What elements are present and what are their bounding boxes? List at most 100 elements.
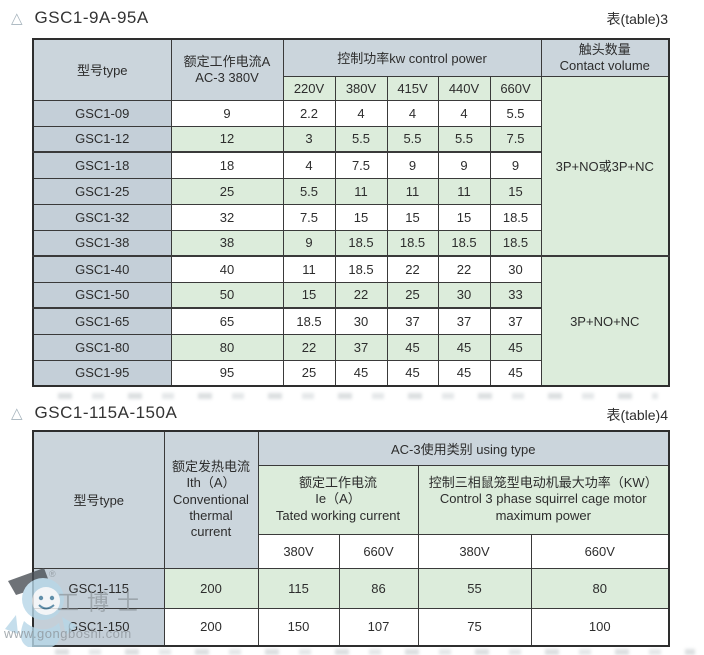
header-row-2: 额定工作电流 Ie（A） Tated working current 控制三相鼠… (33, 464, 670, 535)
value-cell: 5.5 (334, 125, 388, 153)
value-cell: 4 (334, 99, 388, 127)
section1-title: △ GSC1-9A-95A (11, 8, 149, 28)
value-cell: 45 (437, 359, 491, 387)
value-cell: 22 (282, 333, 336, 361)
value-cell: 15 (386, 203, 439, 231)
model-cell: GSC1-09 (32, 99, 172, 127)
table-row: GSC1-38 38 9 18.5 18.5 18.5 18.5 (32, 229, 669, 257)
value-cell: 11 (334, 177, 388, 205)
model-cell: GSC1-115 (32, 567, 165, 609)
value-cell: 100 (530, 607, 670, 647)
value-cell: 55 (417, 567, 532, 609)
value-cell: 4 (437, 99, 491, 127)
value-cell: 25 (282, 359, 336, 387)
thermal-current-header: 额定发热电流 Ith（A） Conventional thermal curre… (163, 430, 259, 569)
table-row: GSC1-12 12 3 5.5 5.5 5.5 7.5 (32, 125, 669, 153)
value-cell: 7.5 (489, 125, 542, 153)
section1-title-text: GSC1-9A-95A (34, 8, 149, 27)
value-cell: 50 (170, 281, 284, 309)
voltage-header: 440V (437, 75, 491, 101)
value-cell: 65 (170, 307, 284, 335)
voltage-header-row: 220V 380V 415V 440V 660V 3P+NO或3P+NC (33, 75, 670, 257)
value-cell: 115 (257, 567, 340, 609)
value-cell: 37 (437, 307, 491, 335)
model-cell: GSC1-65 (32, 307, 172, 335)
value-cell: 11 (386, 177, 439, 205)
value-cell: 30 (489, 255, 542, 283)
value-cell: 86 (338, 567, 419, 609)
voltage-header: 415V (386, 75, 439, 101)
value-cell: 45 (334, 359, 388, 387)
value-cell: 25 (170, 177, 284, 205)
value-cell: 45 (489, 333, 542, 361)
voltage-header-row: 380V 660V 380V 660V (33, 533, 670, 569)
rated-current-header: 额定工作电流A AC-3 380V (170, 38, 284, 101)
value-cell: 15 (489, 177, 542, 205)
value-cell: 18.5 (334, 255, 388, 283)
model-header: 型号type (32, 430, 165, 569)
value-cell: 45 (437, 333, 491, 361)
rated-working-current-header: 额定工作电流 Ie（A） Tated working current (257, 464, 419, 535)
value-cell: 107 (338, 607, 419, 647)
value-cell: 18 (170, 151, 284, 179)
model-cell: GSC1-40 (32, 255, 172, 283)
control-power-header: 控制功率kw control power (282, 38, 542, 77)
value-cell: 25 (386, 281, 439, 309)
section2-title-text: GSC1-115A-150A (34, 403, 178, 422)
value-cell: 37 (386, 307, 439, 335)
table4-label: 表(table)4 (606, 407, 668, 423)
spec-table-1: 型号type 额定工作电流A AC-3 380V 控制功率kw control … (32, 38, 671, 387)
value-cell: 80 (530, 567, 670, 609)
value-cell: 18.5 (282, 307, 336, 335)
value-cell: 45 (386, 359, 439, 387)
value-cell: 37 (334, 333, 388, 361)
value-cell: 30 (437, 281, 491, 309)
voltage-header: 220V (282, 75, 336, 101)
value-cell: 200 (163, 567, 259, 609)
value-cell: 18.5 (437, 229, 491, 257)
value-cell: 18.5 (334, 229, 388, 257)
value-cell: 2.2 (282, 99, 336, 127)
value-cell: 9 (170, 99, 284, 127)
value-cell: 18.5 (386, 229, 439, 257)
value-cell: 30 (334, 307, 388, 335)
model-cell: GSC1-38 (32, 229, 172, 257)
value-cell: 40 (170, 255, 284, 283)
value-cell: 11 (437, 177, 491, 205)
value-cell: 5.5 (437, 125, 491, 153)
ac3-using-type-header: AC-3使用类别 using type (257, 430, 670, 466)
value-cell: 15 (437, 203, 491, 231)
header-row-1: 型号type 额定发热电流 Ith（A） Conventional therma… (32, 430, 670, 569)
model-cell: GSC1-18 (32, 151, 172, 179)
triangle-marker: △ (11, 404, 23, 422)
model-cell: GSC1-32 (32, 203, 172, 231)
model-cell: GSC1-150 (32, 607, 165, 647)
scan-smudge (55, 649, 695, 655)
table-row: GSC1-32 32 7.5 15 15 15 18.5 (32, 203, 669, 231)
value-cell: 5.5 (489, 99, 542, 127)
value-cell: 18.5 (489, 229, 542, 257)
table-row: GSC1-150 200 150 107 75 100 (32, 607, 670, 647)
table-row: GSC1-80 80 22 37 45 45 45 (32, 333, 669, 361)
value-cell: 4 (386, 99, 439, 127)
model-cell: GSC1-12 (32, 125, 172, 153)
model-cell: GSC1-50 (32, 281, 172, 309)
contact-volume-header: 触头数量 Contact volume (540, 38, 670, 77)
value-cell: 9 (386, 151, 439, 179)
voltage-header: 660V (489, 75, 542, 101)
voltage-header: 380V (257, 533, 340, 569)
value-cell: 12 (170, 125, 284, 153)
value-cell: 7.5 (334, 151, 388, 179)
value-cell: 15 (282, 281, 336, 309)
table-row: GSC1-115 200 115 86 55 80 (32, 567, 670, 609)
spec-table-2: 型号type 额定发热电流 Ith（A） Conventional therma… (32, 430, 670, 647)
section2-title: △ GSC1-115A-150A (11, 403, 177, 423)
model-cell: GSC1-80 (32, 333, 172, 361)
voltage-header: 660V (530, 533, 670, 569)
model-header: 型号type (32, 38, 172, 101)
value-cell: 33 (489, 281, 542, 309)
value-cell: 32 (170, 203, 284, 231)
table-row: GSC1-50 50 15 22 25 30 33 (32, 281, 669, 309)
value-cell: 18.5 (489, 203, 542, 231)
motor-max-power-header: 控制三相鼠笼型电动机最大功率（KW） Control 3 phase squir… (417, 464, 670, 535)
